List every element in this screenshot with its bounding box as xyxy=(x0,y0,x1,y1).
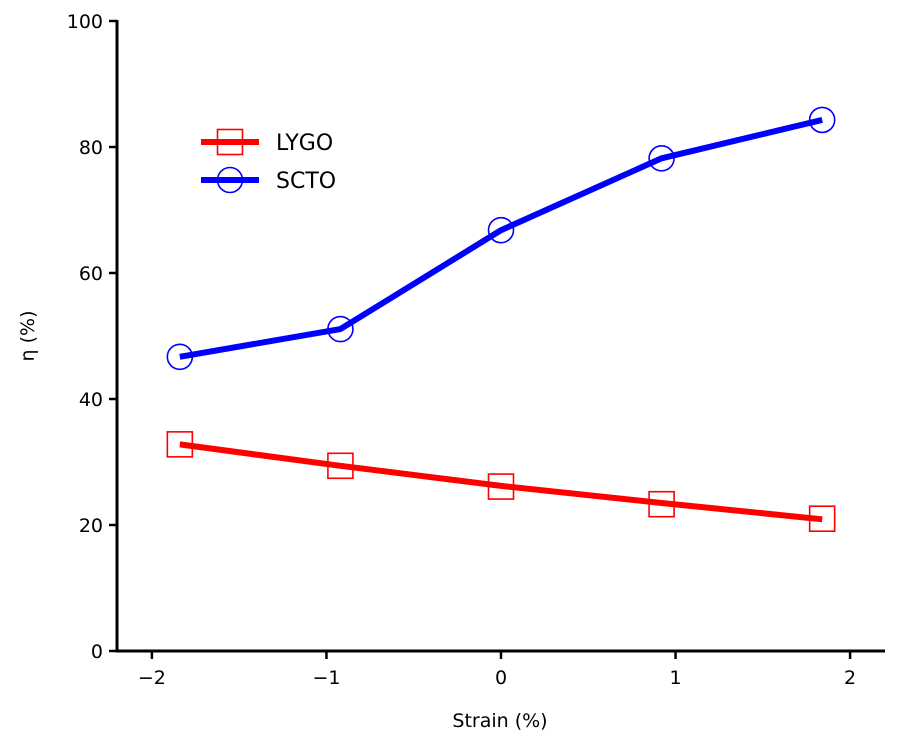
y-tick-label: 40 xyxy=(79,389,103,411)
scto-marker xyxy=(327,315,354,343)
y-tick-label: 60 xyxy=(79,263,103,285)
y-tick-label: 80 xyxy=(79,137,103,159)
legend-marker-lygo xyxy=(216,128,244,156)
legend-label-lygo: LYGO xyxy=(276,131,333,156)
x-tick-label: 2 xyxy=(844,667,856,689)
lygo-marker xyxy=(648,490,675,518)
scto-marker xyxy=(808,106,836,134)
legend-marker-scto xyxy=(216,166,244,194)
scto-line xyxy=(179,116,823,360)
x-tick-label: −2 xyxy=(138,667,166,689)
lygo-marker xyxy=(808,505,836,533)
legend-label-scto: SCTO xyxy=(276,169,336,194)
legend-item-lygo: LYGO xyxy=(201,128,333,156)
x-tick-label: 1 xyxy=(669,667,681,689)
lygo-line xyxy=(179,441,823,523)
x-tick-label: −1 xyxy=(312,667,340,689)
y-tick-label: 100 xyxy=(67,11,103,33)
scto-marker xyxy=(166,343,194,371)
lygo-marker xyxy=(166,431,194,458)
axes: 0 20 40 60 80 100 −2 −1 0 1 2 xyxy=(67,11,885,689)
legend-item-scto: SCTO xyxy=(201,166,336,194)
legend: LYGO SCTO xyxy=(201,128,336,194)
x-tick-label: 0 xyxy=(495,667,507,689)
lygo-series xyxy=(166,431,836,533)
y-axis-label: η (%) xyxy=(17,311,39,362)
scto-marker xyxy=(648,145,675,172)
lygo-marker xyxy=(327,452,354,480)
scto-series xyxy=(166,106,836,371)
plot-area xyxy=(166,106,836,533)
lygo-marker xyxy=(487,473,515,500)
y-tick-label: 20 xyxy=(79,515,103,537)
y-tick-label: 0 xyxy=(91,641,103,663)
x-axis-label: Strain (%) xyxy=(452,710,547,732)
scto-marker xyxy=(487,216,515,244)
